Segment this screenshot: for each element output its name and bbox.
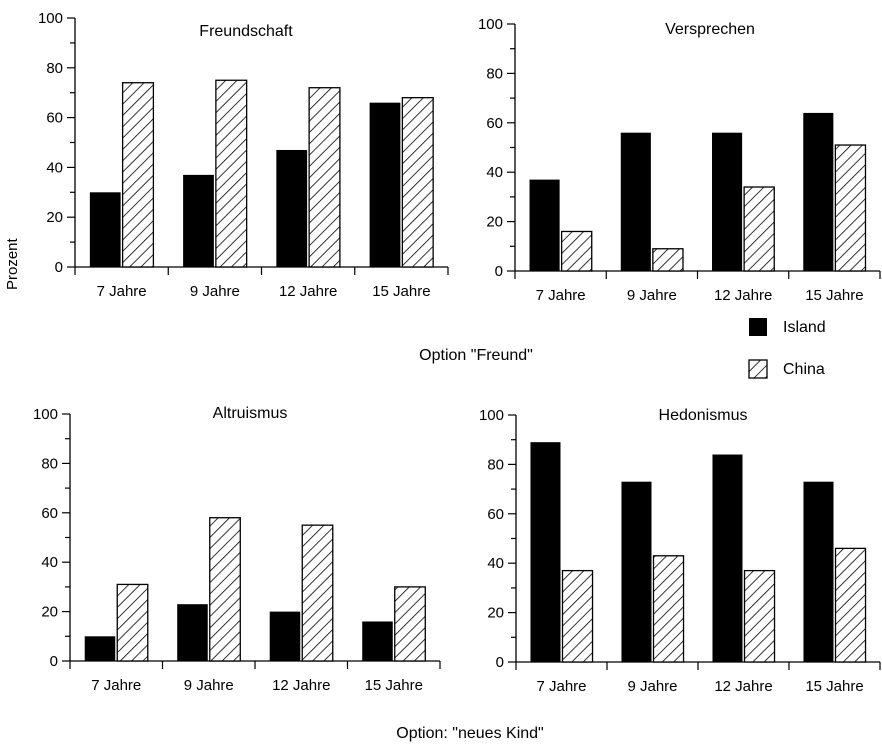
bar-island [712,132,743,271]
x-tick-label: 15 Jahre [365,677,423,694]
x-tick-label: 7 Jahre [536,287,586,304]
y-tick-label: 40 [46,159,63,176]
chart-title: Altruismus [213,405,288,422]
bar-china [121,82,155,268]
y-axis-label: Prozent [4,238,21,290]
bar-china [401,97,434,268]
bar-island [269,611,301,661]
x-tick-label: 15 Jahre [372,283,430,300]
y-tick-label: 60 [487,506,504,523]
legend-swatch-china [748,359,768,379]
legend-label-island: Island [783,319,826,336]
bar-island [620,132,651,271]
bar-china [652,555,685,663]
y-tick-label: 40 [41,554,58,571]
y-tick-label: 0 [55,259,63,276]
bar-island [276,149,308,267]
y-tick-label: 100 [479,407,504,424]
y-tick-label: 0 [50,653,58,670]
legend-swatch-island [749,318,767,336]
x-tick-label: 7 Jahre [536,678,586,695]
x-tick-label: 12 Jahre [714,678,772,695]
bar-island [183,174,214,267]
x-tick-label: 12 Jahre [279,283,337,300]
x-tick-label: 7 Jahre [97,283,147,300]
x-tick-label: 9 Jahre [190,283,240,300]
x-tick-label: 9 Jahre [627,287,677,304]
y-tick-label: 60 [41,505,58,522]
y-tick-label: 100 [38,10,63,27]
bar-island [621,481,652,662]
y-tick-label: 60 [486,115,503,132]
bar-china [652,248,684,272]
x-tick-label: 9 Jahre [184,677,234,694]
bar-china [561,569,594,663]
bar-island [529,179,560,271]
y-tick-label: 100 [33,406,58,423]
bar-china [560,230,593,272]
bar-china [301,524,334,662]
bar-china [215,79,248,268]
chart-panel-4: Hedonismus 0 20 40 60 80 100 7 Jahre 9 Jahre 12 J… [479,407,881,695]
chart-panel-3: Altruismus 0 20 40 60 80 100 7 Jahre 9 Jahre 12 J… [33,405,441,694]
x-tick-label: 7 Jahre [91,677,141,694]
bar-island [803,481,834,662]
chart-title: Freundschaft [199,23,293,40]
y-tick-label: 80 [41,455,58,472]
bar-china [834,144,867,272]
y-tick-label: 20 [41,604,58,621]
x-tick-label: 15 Jahre [805,287,863,304]
bar-china [743,569,776,663]
y-tick-label: 0 [496,654,504,671]
chart-panel-1: Freundschaft 0 20 40 60 80 100 7 Jahre 9 Jahre 12… [38,10,449,300]
legend: Island China [748,318,826,379]
caption-bottom: Option: "neues Kind" [396,725,543,742]
y-tick-label: 20 [46,209,63,226]
y-tick-label: 0 [495,263,503,280]
y-tick-label: 20 [486,214,503,231]
bar-china [116,583,149,662]
y-tick-label: 80 [487,456,504,473]
bar-island [530,442,561,662]
y-tick-label: 80 [486,65,503,82]
x-tick-label: 12 Jahre [272,677,330,694]
chart-title: Versprechen [665,21,755,38]
bar-island [89,192,121,267]
bar-island [369,102,401,267]
bar-china [743,186,775,272]
chart-title: Hedonismus [659,407,748,424]
caption-top: Option "Freund" [419,347,533,364]
x-tick-label: 12 Jahre [714,287,772,304]
bar-china [394,586,426,662]
y-tick-label: 100 [478,16,503,33]
bar-china [834,547,867,663]
bar-island [803,112,834,271]
bar-island [84,636,116,661]
chart-panel-2: Versprechen 0 20 40 60 80 100 7 Jahre 9 Jahre 12 … [478,16,881,304]
legend-label-china: China [783,361,825,378]
y-tick-label: 40 [486,164,503,181]
bar-island [362,621,393,661]
x-tick-label: 15 Jahre [805,678,863,695]
y-tick-label: 60 [46,110,63,127]
y-tick-label: 80 [46,60,63,77]
bar-china [308,87,341,268]
bar-island [712,454,743,662]
x-tick-label: 9 Jahre [627,678,677,695]
bar-china [209,517,241,662]
bar-island [177,604,208,661]
y-tick-label: 40 [487,555,504,572]
y-tick-label: 20 [487,605,504,622]
